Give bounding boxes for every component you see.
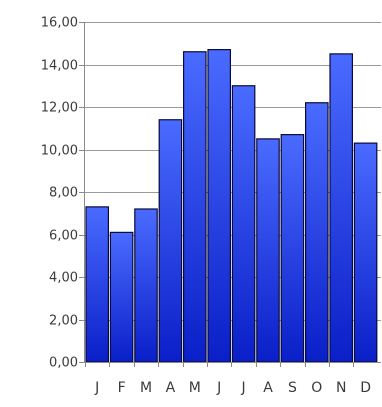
y-tick-label: 14,00 [41, 59, 78, 74]
bar [353, 142, 378, 363]
bar [256, 138, 280, 363]
x-tick-label: J [216, 380, 221, 396]
y-tick-label: 10,00 [41, 144, 78, 159]
y-tick-label: 4,00 [49, 271, 78, 286]
y-tick-label: 16,00 [41, 16, 78, 31]
bar [231, 85, 256, 363]
axes [79, 22, 381, 367]
bar [85, 206, 109, 363]
x-tick-label: M [189, 380, 201, 396]
x-tick-label: O [311, 380, 322, 396]
y-tick-label: 8,00 [49, 186, 78, 201]
bar [183, 51, 207, 363]
x-tick-label: J [241, 380, 246, 396]
bar [329, 53, 353, 363]
bar [207, 49, 231, 363]
x-tick-label: N [336, 380, 346, 396]
x-tick-label: A [166, 380, 176, 396]
bar [305, 102, 329, 363]
x-tick-label: S [288, 380, 297, 396]
bars [85, 49, 378, 363]
x-tick-label: A [263, 380, 273, 396]
bar [280, 134, 305, 363]
y-tick-label: 2,00 [49, 314, 78, 329]
bar [109, 231, 134, 363]
x-tick-label: M [140, 380, 152, 396]
y-tick-labels: 0,00 2,00 4,00 6,00 8,00 10,00 12,00 14,00 16,00 [41, 16, 78, 371]
bar [134, 208, 158, 363]
y-tick-label: 0,00 [49, 356, 78, 371]
x-tick-label: D [360, 380, 371, 396]
bar [158, 119, 183, 363]
y-tick-label: 6,00 [49, 229, 78, 244]
x-tick-label: J [94, 380, 99, 396]
y-tick-label: 12,00 [41, 101, 78, 116]
x-tick-label: F [118, 380, 126, 396]
